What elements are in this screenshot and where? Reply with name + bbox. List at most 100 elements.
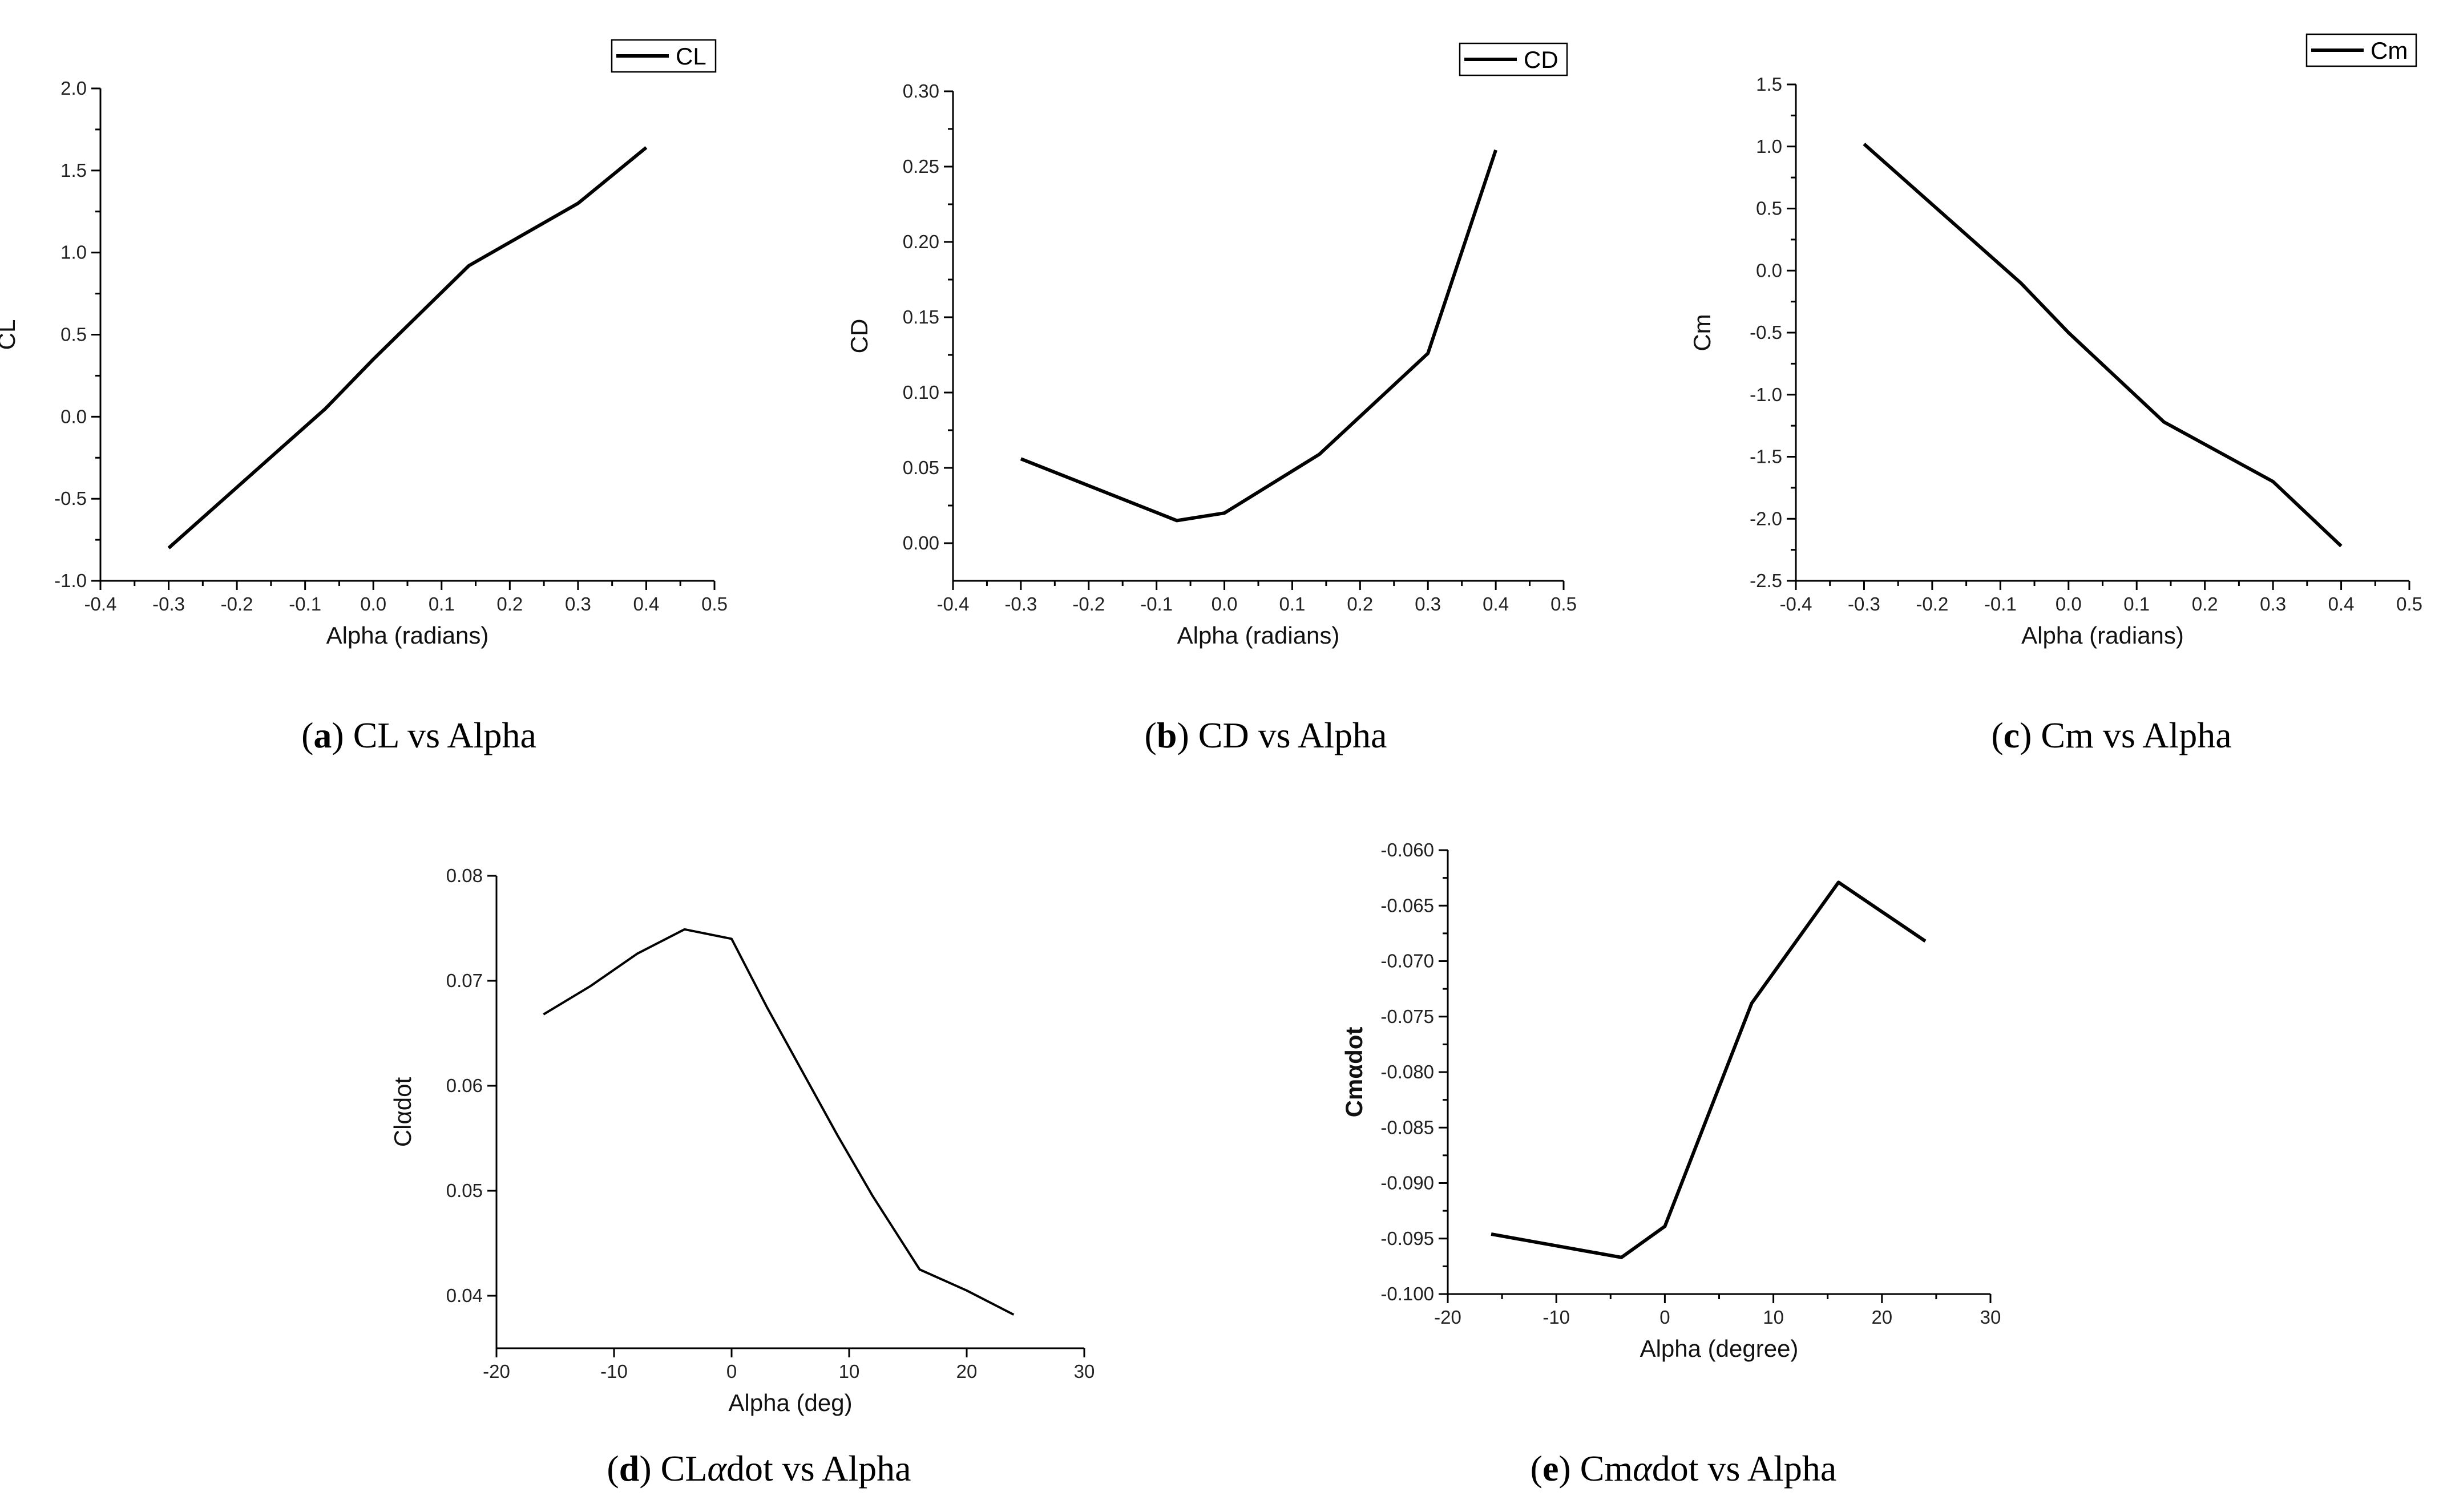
y-tick-label: -0.5 — [1750, 322, 1782, 343]
series-line-b — [1020, 149, 1497, 523]
caption-paren-open: ( — [1991, 715, 2003, 755]
y-tick-label: -0.095 — [1380, 1228, 1434, 1249]
caption-text-before: Cm — [1580, 1448, 1633, 1489]
x-tick-label: -0.2 — [1072, 593, 1105, 614]
x-axis-title: Alpha (deg) — [728, 1389, 852, 1416]
x-tick-label: 0.1 — [429, 593, 455, 614]
y-tick-label: 0.5 — [1756, 198, 1782, 219]
x-tick-label: 0.5 — [2396, 593, 2422, 614]
y-tick-label: 1.0 — [60, 242, 87, 263]
y-tick-label: -0.075 — [1380, 1006, 1434, 1027]
x-tick-label: 30 — [1074, 1361, 1095, 1382]
caption-paren-open: ( — [1145, 715, 1157, 755]
chart-panel-d: -20 -10 0 10 20 30 0.04 0.05 0.06 0.07 0.08 Alpha (… — [389, 865, 1095, 1489]
chart-panel-c: -0.4 -0.3 -0.2 -0.1 0.0 0.1 0.2 0.3 0.4 0.5 -2.5 -2… — [1689, 33, 2422, 755]
y-tick-label: 0.25 — [903, 156, 939, 177]
caption-paren-close: ) — [1558, 1448, 1580, 1489]
y-axis-title: Clαdot — [389, 1077, 416, 1147]
chart-panel-b: -0.4 -0.3 -0.2 -0.1 0.0 0.1 0.2 0.3 0.4 0.5 0.00 0.… — [846, 42, 1577, 755]
x-tick-label: 0.0 — [1212, 593, 1238, 614]
y-tick-label: 1.5 — [60, 160, 87, 181]
y-tick-label: 0.5 — [60, 324, 87, 345]
legend: Cm — [2305, 33, 2417, 67]
y-tick-label: -2.0 — [1750, 508, 1782, 529]
x-tick-label: 0.2 — [2192, 593, 2218, 614]
y-tick-label: 1.0 — [1756, 136, 1782, 157]
caption-paren-close: ) — [2020, 715, 2041, 755]
x-tick-label: -0.3 — [1848, 593, 1880, 614]
y-axis-title: CL — [0, 320, 20, 350]
caption-a: (a) CL vs Alpha — [301, 715, 536, 755]
y-tick-label: -1.0 — [1750, 384, 1782, 405]
x-tick-label: 0.1 — [2123, 593, 2150, 614]
x-tick-label: 0 — [1659, 1307, 1670, 1328]
x-tick-label: -0.2 — [1916, 593, 1948, 614]
caption-alpha-symbol: α — [1633, 1448, 1653, 1489]
series-line-e — [1491, 880, 1927, 1259]
legend-label: CL — [676, 43, 706, 70]
x-tick-label: -0.3 — [1004, 593, 1037, 614]
y-tick-label: -2.5 — [1750, 570, 1782, 591]
x-tick-label: 0.5 — [701, 593, 728, 614]
series-line-d — [543, 928, 1015, 1316]
y-tick-label: 0.07 — [446, 970, 483, 991]
caption-b: (b) CD vs Alpha — [1145, 715, 1387, 755]
x-tick-label: 30 — [1980, 1307, 2001, 1328]
x-axis-title: Alpha (radians) — [2021, 622, 2184, 649]
caption-text-after: dot vs Alpha — [726, 1448, 911, 1489]
y-tick-label: -0.060 — [1380, 839, 1434, 860]
y-tick-label: -0.085 — [1380, 1117, 1434, 1138]
y-tick-label: 0.20 — [903, 231, 939, 252]
legend: CL — [611, 39, 717, 73]
x-tick-label: -20 — [1434, 1307, 1461, 1328]
y-tick-label: 0.05 — [903, 457, 939, 478]
y-tick-label: 0.00 — [903, 532, 939, 553]
caption-letter: e — [1542, 1448, 1558, 1489]
caption-alpha-symbol: α — [707, 1448, 727, 1489]
x-tick-label: -0.4 — [84, 593, 117, 614]
y-tick-label: 0.04 — [446, 1285, 483, 1306]
caption-text: CD vs Alpha — [1198, 715, 1387, 755]
caption-letter: c — [2004, 715, 2020, 755]
x-tick-label: -0.1 — [289, 593, 321, 614]
caption-letter: a — [313, 715, 332, 755]
caption-paren-close: ) — [639, 1448, 660, 1489]
x-tick-label: -10 — [1542, 1307, 1570, 1328]
x-tick-label: 0.3 — [1415, 593, 1441, 614]
x-tick-label: 0.4 — [2328, 593, 2355, 614]
x-tick-label: -0.1 — [1140, 593, 1173, 614]
y-axis-title: Cmαdot — [1340, 1027, 1367, 1118]
x-tick-label: 0.2 — [496, 593, 523, 614]
x-tick-label: 20 — [956, 1361, 978, 1382]
caption-c: (c) Cm vs Alpha — [1991, 715, 2231, 755]
caption-text-before: CL — [661, 1448, 708, 1489]
y-tick-label: 0.10 — [903, 382, 939, 403]
y-tick-label: 0.15 — [903, 306, 939, 328]
y-tick-label: 2.0 — [60, 78, 87, 99]
caption-e: (e) Cmαdot vs Alpha — [1531, 1448, 1837, 1489]
x-tick-label: -10 — [600, 1361, 628, 1382]
x-tick-label: 0.2 — [1347, 593, 1373, 614]
x-axis-title: Alpha (radians) — [326, 622, 489, 649]
y-tick-label: 0.05 — [446, 1180, 483, 1201]
y-tick-label: 0.08 — [446, 865, 483, 886]
x-tick-label: 0.5 — [1550, 593, 1577, 614]
y-tick-label: -0.100 — [1380, 1283, 1434, 1304]
caption-paren-open: ( — [607, 1448, 619, 1489]
x-tick-label: -0.3 — [152, 593, 185, 614]
caption-letter: b — [1157, 715, 1177, 755]
y-tick-label: 0.0 — [60, 406, 87, 427]
x-tick-label: 20 — [1871, 1307, 1892, 1328]
x-tick-label: 0.0 — [360, 593, 386, 614]
series-line-c — [1863, 143, 2343, 548]
y-tick-label: 0.0 — [1756, 260, 1782, 281]
y-tick-label: -1.5 — [1750, 446, 1782, 467]
x-tick-label: -0.4 — [1780, 593, 1812, 614]
legend: CD — [1459, 42, 1568, 76]
caption-paren-close: ) — [1177, 715, 1198, 755]
caption-text: Cm vs Alpha — [2041, 715, 2231, 755]
x-tick-label: -20 — [483, 1361, 510, 1382]
x-tick-label: 0.4 — [633, 593, 660, 614]
x-tick-label: 10 — [839, 1361, 860, 1382]
